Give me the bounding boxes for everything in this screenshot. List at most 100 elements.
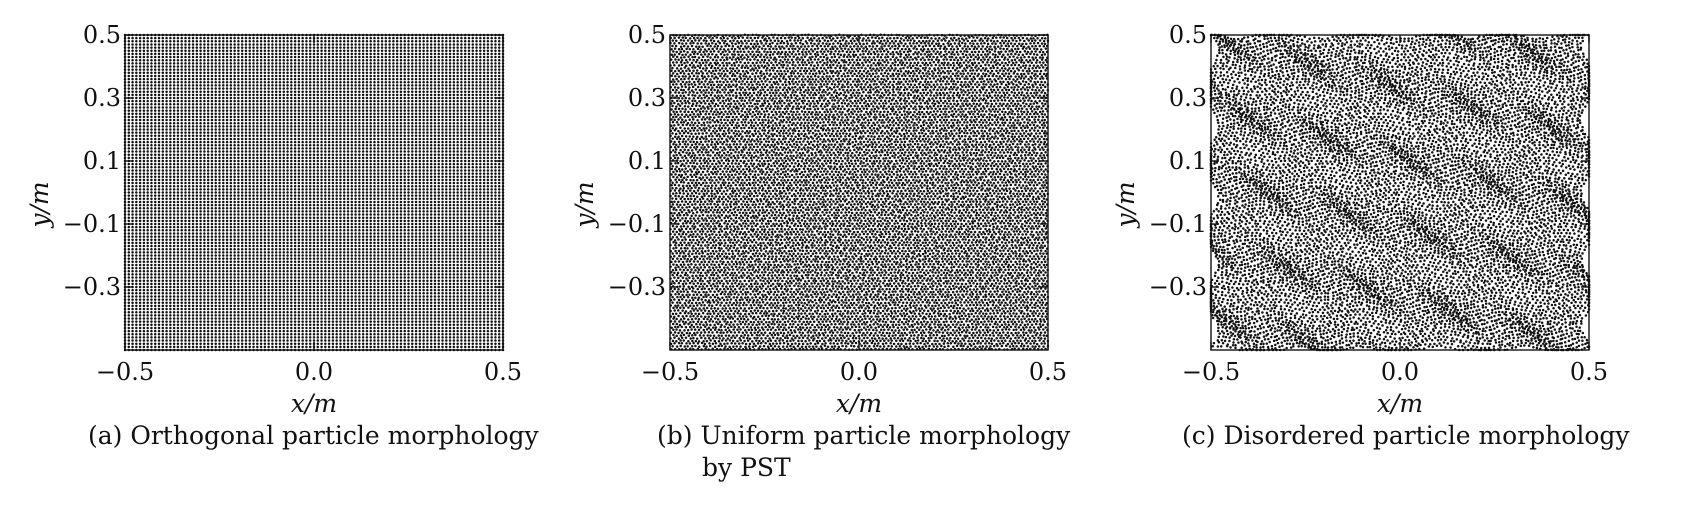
- particle-point: [252, 74, 255, 78]
- particle-point: [297, 207, 301, 210]
- particle-point: [135, 58, 138, 62]
- particle-point: [240, 159, 244, 163]
- particle-point: [142, 87, 146, 90]
- particle-point: [142, 251, 146, 254]
- particle-point: [161, 326, 165, 330]
- particle-point: [278, 65, 282, 68]
- particle-point: [142, 222, 146, 226]
- particle-point: [142, 339, 146, 342]
- particle-point: [203, 153, 206, 156]
- particle-point: [138, 241, 142, 245]
- particle-point: [222, 310, 225, 314]
- particle-point: [263, 144, 267, 147]
- particle-point: [308, 282, 312, 286]
- particle-point: [176, 342, 180, 345]
- particle-point: [218, 68, 221, 71]
- particle-point: [180, 339, 183, 342]
- particle-point: [248, 203, 251, 207]
- particle-point: [184, 222, 187, 226]
- particle-point: [282, 43, 286, 46]
- particle-point: [180, 96, 183, 100]
- particle-point: [240, 336, 244, 339]
- particle-point: [157, 310, 161, 314]
- particle-point: [248, 210, 251, 213]
- particle-point: [150, 203, 153, 207]
- particle-point: [172, 279, 176, 282]
- particle-point: [225, 200, 229, 204]
- particle-point: [165, 128, 168, 131]
- particle-point: [188, 49, 191, 52]
- particle-point: [188, 74, 191, 78]
- particle-point: [301, 203, 304, 207]
- particle-point: [169, 125, 172, 128]
- particle-point: [165, 276, 168, 279]
- particle-point: [188, 55, 191, 59]
- particle-point: [199, 40, 202, 43]
- particle-point: [222, 235, 225, 238]
- particle-point: [157, 58, 161, 62]
- particle-point: [263, 175, 267, 178]
- particle-point: [157, 175, 161, 178]
- particle-point: [263, 329, 267, 333]
- particle-point: [240, 203, 244, 207]
- particle-point: [138, 251, 142, 254]
- particle-point: [233, 301, 236, 304]
- particle-point: [191, 184, 195, 188]
- particle-point: [229, 314, 233, 317]
- particle-point: [199, 276, 202, 279]
- particle-point: [180, 207, 183, 210]
- particle-point: [142, 336, 146, 339]
- particle-point: [267, 241, 270, 245]
- particle-point: [150, 77, 153, 81]
- particle-point: [233, 257, 236, 260]
- particle-point: [263, 118, 267, 122]
- particle-point: [127, 333, 131, 336]
- particle-point: [180, 203, 183, 207]
- particle-point: [297, 87, 301, 90]
- particle-point: [142, 156, 146, 160]
- particle-point: [188, 46, 191, 49]
- particle-point: [248, 125, 251, 128]
- particle-point: [259, 213, 263, 216]
- particle-point: [240, 84, 244, 87]
- particle-point: [199, 181, 202, 185]
- particle-point: [142, 257, 146, 260]
- particle-point: [233, 238, 236, 241]
- particle-point: [301, 162, 304, 166]
- particle-point: [157, 232, 161, 235]
- particle-point: [172, 270, 176, 273]
- particle-point: [222, 99, 225, 103]
- particle-point: [271, 257, 274, 260]
- particle-point: [271, 229, 274, 232]
- particle-point: [176, 36, 180, 40]
- particle-point: [188, 140, 191, 144]
- particle-point: [180, 128, 183, 131]
- particle-point: [206, 203, 210, 207]
- particle-point: [165, 43, 168, 46]
- particle-point: [263, 235, 267, 238]
- particle-point: [301, 260, 304, 264]
- particle-point: [150, 329, 153, 333]
- particle-point: [180, 36, 183, 40]
- particle-point: [244, 238, 248, 241]
- particle-point: [240, 71, 244, 75]
- particle-point: [240, 81, 244, 84]
- particle-point: [135, 292, 138, 295]
- particle-point: [172, 298, 176, 301]
- particle-point: [188, 225, 191, 229]
- particle-point: [206, 336, 210, 339]
- particle-point: [248, 263, 251, 267]
- particle-point: [244, 314, 248, 317]
- particle-point: [191, 263, 195, 267]
- particle-point: [290, 339, 293, 342]
- particle-point: [210, 150, 214, 153]
- particle-point: [146, 147, 149, 150]
- particle-point: [274, 118, 278, 122]
- particle-point: [161, 68, 165, 71]
- particle-point: [165, 238, 168, 241]
- particle-point: [271, 71, 274, 75]
- particle-point: [142, 194, 146, 197]
- particle-point: [138, 65, 142, 68]
- particle-point: [180, 222, 183, 226]
- particle-point: [274, 58, 278, 62]
